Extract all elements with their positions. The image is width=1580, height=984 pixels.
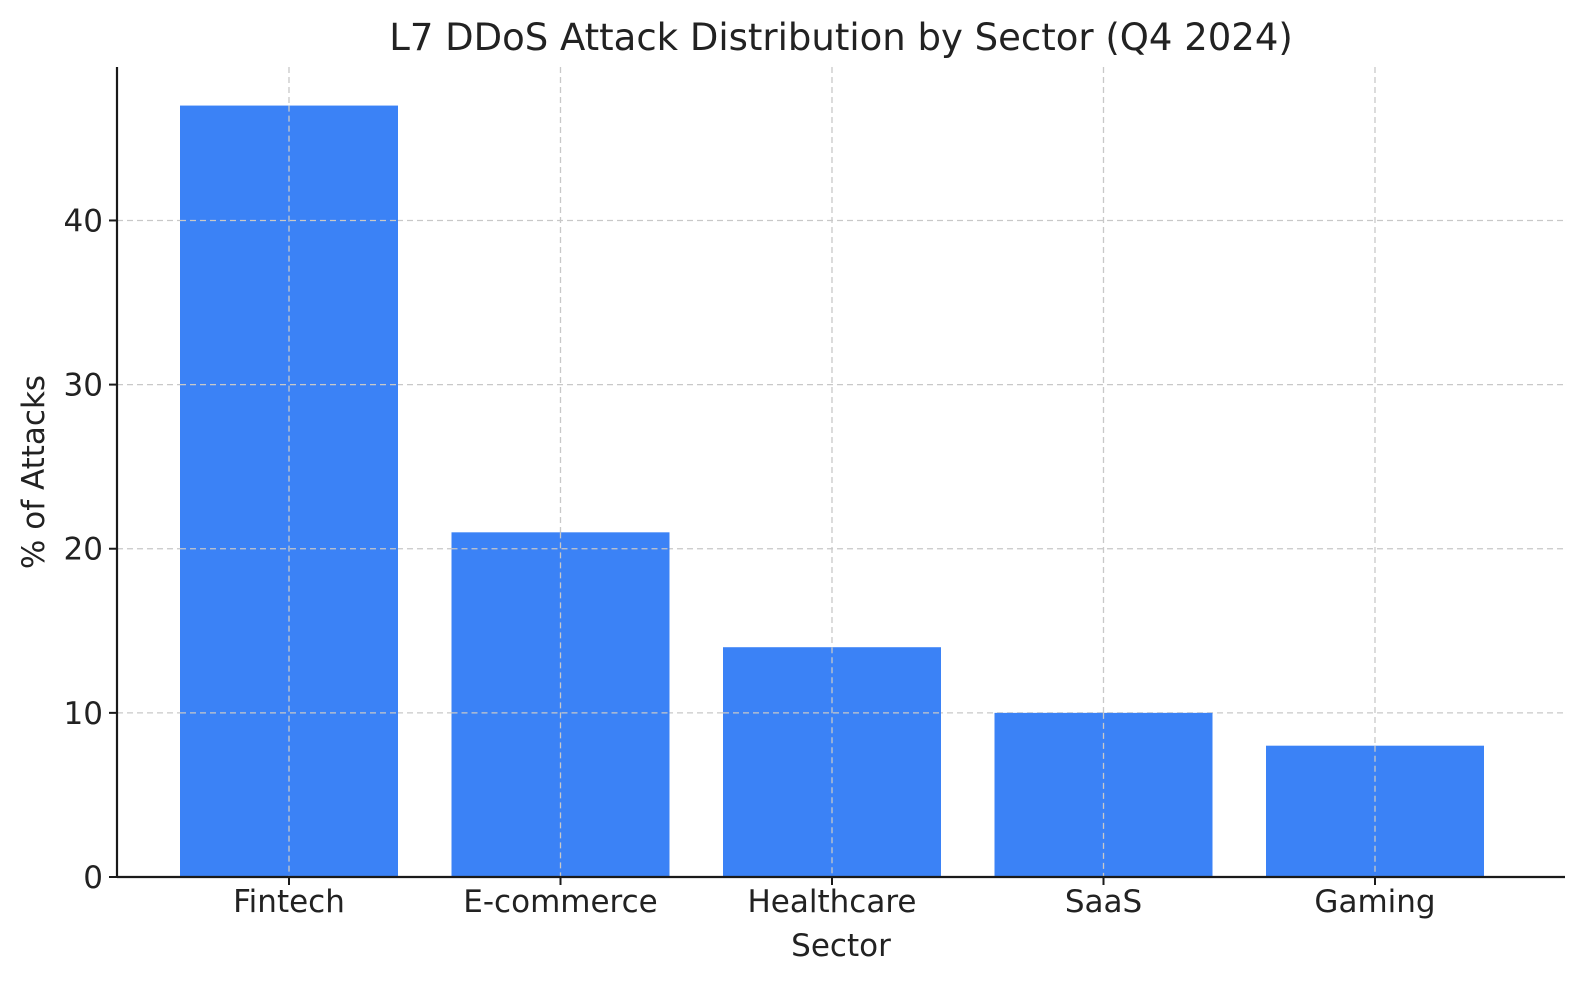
x-tick-label: Fintech — [233, 884, 345, 920]
y-tick-label: 30 — [64, 368, 103, 404]
x-tick-label: Gaming — [1314, 884, 1435, 920]
x-axis-label: Sector — [791, 928, 891, 964]
y-tick-label: 0 — [83, 860, 103, 896]
chart-title: L7 DDoS Attack Distribution by Sector (Q… — [389, 16, 1293, 59]
y-tick-label: 20 — [64, 532, 103, 568]
y-axis-label: % of Attacks — [16, 375, 52, 569]
y-tick-label: 10 — [64, 696, 103, 732]
x-tick-label: Healthcare — [748, 884, 917, 920]
axes — [115, 67, 1565, 879]
x-tick-label: E-commerce — [463, 884, 657, 920]
x-tick-label: SaaS — [1065, 884, 1142, 920]
x-ticks: Fintech E-commerce Healthcare SaaS Gaming — [233, 877, 1436, 920]
bars — [180, 105, 1484, 878]
y-ticks: 0 10 20 30 40 — [64, 203, 117, 896]
y-tick-label: 40 — [64, 203, 103, 239]
